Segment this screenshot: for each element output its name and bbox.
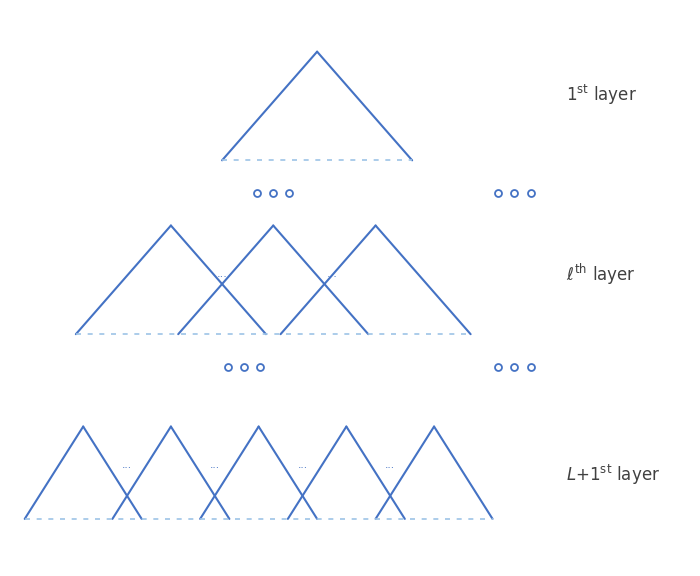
Text: ...: ... xyxy=(216,270,228,279)
Text: $\ell^{\mathrm{th}}$ layer: $\ell^{\mathrm{th}}$ layer xyxy=(566,262,636,287)
Text: ...: ... xyxy=(326,270,337,279)
Text: ...: ... xyxy=(122,460,132,469)
Text: ...: ... xyxy=(210,460,220,469)
Text: 1$^{\mathrm{st}}$ layer: 1$^{\mathrm{st}}$ layer xyxy=(566,83,636,107)
Text: $L$+1$^{\mathrm{st}}$ layer: $L$+1$^{\mathrm{st}}$ layer xyxy=(566,463,659,487)
Text: ...: ... xyxy=(298,460,307,469)
Text: ...: ... xyxy=(385,460,396,469)
